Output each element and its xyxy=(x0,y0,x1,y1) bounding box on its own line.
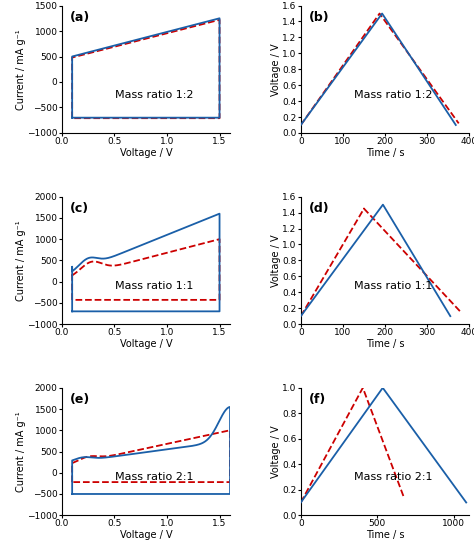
Text: Mass ratio 1:2: Mass ratio 1:2 xyxy=(115,90,193,100)
Text: Mass ratio 1:2: Mass ratio 1:2 xyxy=(354,90,433,100)
Text: Mass ratio 1:1: Mass ratio 1:1 xyxy=(115,281,193,291)
Text: (d): (d) xyxy=(309,202,330,215)
Y-axis label: Voltage / V: Voltage / V xyxy=(271,425,281,478)
Text: Mass ratio 2:1: Mass ratio 2:1 xyxy=(354,472,433,482)
X-axis label: Time / s: Time / s xyxy=(366,147,404,157)
Text: (c): (c) xyxy=(70,202,89,215)
Text: Mass ratio 2:1: Mass ratio 2:1 xyxy=(115,472,193,482)
Y-axis label: Voltage / V: Voltage / V xyxy=(271,234,281,286)
Y-axis label: Current / mA g⁻¹: Current / mA g⁻¹ xyxy=(16,29,26,110)
X-axis label: Time / s: Time / s xyxy=(366,530,404,540)
X-axis label: Time / s: Time / s xyxy=(366,338,404,348)
Text: Mass ratio 1:1: Mass ratio 1:1 xyxy=(354,281,433,291)
Text: (a): (a) xyxy=(70,11,90,24)
X-axis label: Voltage / V: Voltage / V xyxy=(119,338,172,348)
X-axis label: Voltage / V: Voltage / V xyxy=(119,147,172,157)
Text: (e): (e) xyxy=(70,393,90,406)
Text: (f): (f) xyxy=(309,393,327,406)
Text: (b): (b) xyxy=(309,11,330,24)
X-axis label: Voltage / V: Voltage / V xyxy=(119,530,172,540)
Y-axis label: Current / mA g⁻¹: Current / mA g⁻¹ xyxy=(16,220,26,301)
Y-axis label: Current / mA g⁻¹: Current / mA g⁻¹ xyxy=(16,411,26,492)
Y-axis label: Voltage / V: Voltage / V xyxy=(271,43,281,95)
